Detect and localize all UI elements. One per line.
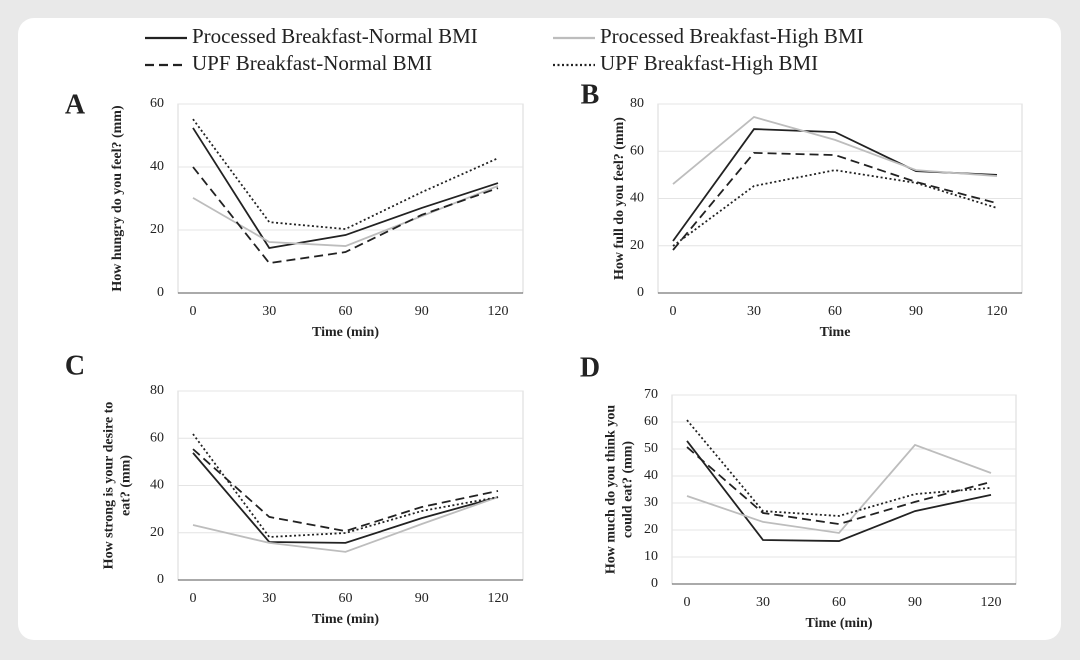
- x-tick-label: 60: [339, 591, 353, 606]
- series-line: [686, 446, 992, 525]
- y-tick-label: 30: [644, 495, 658, 510]
- y-axis-title: eat? (mm): [119, 455, 134, 516]
- y-tick-label: 60: [150, 96, 164, 111]
- card: [18, 18, 1061, 640]
- y-tick-label: 60: [630, 143, 644, 158]
- panel-label: D: [580, 352, 600, 383]
- y-tick-label: 10: [644, 549, 658, 564]
- y-axis-title: How full do you feel? (mm): [612, 117, 627, 280]
- series-line: [672, 115, 998, 185]
- x-tick-label: 90: [415, 591, 429, 606]
- series-line: [192, 127, 499, 249]
- x-tick-label: 60: [339, 304, 353, 319]
- y-tick-label: 0: [157, 285, 164, 300]
- legend-label: UPF Breakfast-Normal BMI: [192, 51, 432, 75]
- x-tick-label: 30: [262, 591, 276, 606]
- series-line: [192, 496, 499, 553]
- x-tick-label: 120: [488, 591, 509, 606]
- y-tick-label: 50: [644, 441, 658, 456]
- x-tick-label: 120: [488, 304, 509, 319]
- series-line: [192, 452, 499, 544]
- panel-label: B: [581, 79, 600, 110]
- y-tick-label: 70: [644, 387, 658, 402]
- y-tick-label: 20: [630, 238, 644, 253]
- x-tick-label: 90: [909, 304, 923, 319]
- y-tick-label: 40: [644, 468, 658, 483]
- series-line: [686, 419, 992, 517]
- series-line: [672, 169, 998, 247]
- y-tick-label: 0: [157, 572, 164, 587]
- x-tick-label: 0: [684, 595, 691, 610]
- x-tick-label: 120: [981, 595, 1002, 610]
- series-line: [192, 166, 499, 265]
- panel-label: C: [65, 350, 85, 381]
- x-tick-label: 30: [756, 595, 770, 610]
- x-tick-label: 0: [670, 304, 677, 319]
- x-tick-label: 30: [747, 304, 761, 319]
- x-axis-title: Time (min): [312, 612, 379, 627]
- y-tick-label: 20: [150, 525, 164, 540]
- legend-label: Processed Breakfast-Normal BMI: [192, 24, 478, 48]
- y-tick-label: 0: [637, 285, 644, 300]
- y-tick-label: 40: [150, 159, 164, 174]
- series-line: [672, 151, 998, 251]
- y-axis-title: How hungry do you feel? (mm): [110, 105, 125, 292]
- y-tick-label: 60: [644, 414, 658, 429]
- series-line: [686, 443, 992, 534]
- x-axis-title: Time: [820, 325, 851, 340]
- y-tick-label: 80: [630, 96, 644, 111]
- y-tick-label: 20: [150, 222, 164, 237]
- x-tick-label: 60: [828, 304, 842, 319]
- x-tick-label: 30: [262, 304, 276, 319]
- x-tick-label: 90: [908, 595, 922, 610]
- x-tick-label: 0: [190, 591, 197, 606]
- x-tick-label: 60: [832, 595, 846, 610]
- y-tick-label: 60: [150, 430, 164, 445]
- y-tick-label: 0: [651, 576, 658, 591]
- legend-label: UPF Breakfast-High BMI: [600, 51, 818, 75]
- x-tick-label: 120: [987, 304, 1008, 319]
- y-tick-label: 20: [644, 522, 658, 537]
- y-tick-label: 40: [150, 478, 164, 493]
- series-line: [686, 440, 992, 542]
- y-axis-title: could eat? (mm): [621, 441, 636, 539]
- y-tick-label: 40: [630, 191, 644, 206]
- x-axis-title: Time (min): [805, 616, 872, 631]
- series-line: [192, 448, 499, 533]
- legend-label: Processed Breakfast-High BMI: [600, 24, 864, 48]
- y-axis-title: How strong is your desire to: [102, 402, 117, 570]
- x-tick-label: 0: [190, 304, 197, 319]
- y-tick-label: 80: [150, 383, 164, 398]
- x-axis-title: Time (min): [312, 325, 379, 340]
- x-tick-label: 90: [415, 304, 429, 319]
- y-axis-title: How much do you think you: [604, 405, 619, 574]
- panel-label: A: [65, 89, 86, 120]
